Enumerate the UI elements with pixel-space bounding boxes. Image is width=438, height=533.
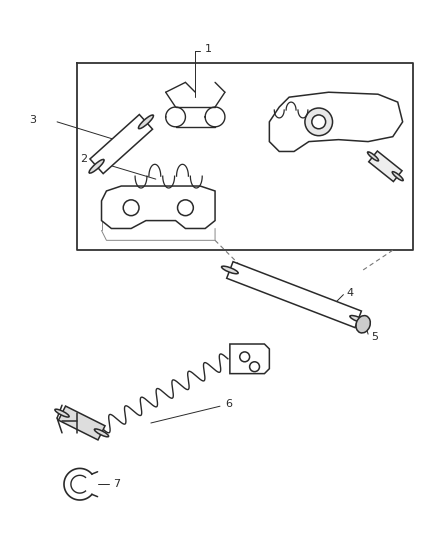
Text: 5: 5 (370, 332, 377, 342)
Ellipse shape (89, 159, 104, 173)
Ellipse shape (355, 316, 370, 333)
Text: 7: 7 (113, 479, 120, 489)
Text: 3: 3 (29, 115, 36, 125)
Text: 4: 4 (346, 288, 353, 297)
Ellipse shape (391, 172, 402, 181)
Ellipse shape (55, 409, 69, 417)
Polygon shape (269, 92, 402, 151)
Polygon shape (58, 406, 105, 440)
Polygon shape (368, 151, 401, 182)
Circle shape (239, 352, 249, 362)
Ellipse shape (94, 429, 108, 437)
Circle shape (123, 200, 139, 216)
Text: 1: 1 (205, 44, 212, 54)
Ellipse shape (367, 152, 378, 161)
Ellipse shape (221, 266, 238, 274)
Circle shape (177, 200, 193, 216)
Polygon shape (90, 115, 152, 174)
Ellipse shape (349, 316, 366, 323)
Polygon shape (230, 344, 269, 374)
Circle shape (311, 115, 325, 129)
Polygon shape (226, 262, 360, 328)
Circle shape (304, 108, 332, 136)
Text: 6: 6 (224, 399, 231, 409)
Text: 2: 2 (80, 155, 87, 164)
Polygon shape (101, 186, 215, 229)
Circle shape (249, 362, 259, 372)
Ellipse shape (138, 115, 153, 128)
